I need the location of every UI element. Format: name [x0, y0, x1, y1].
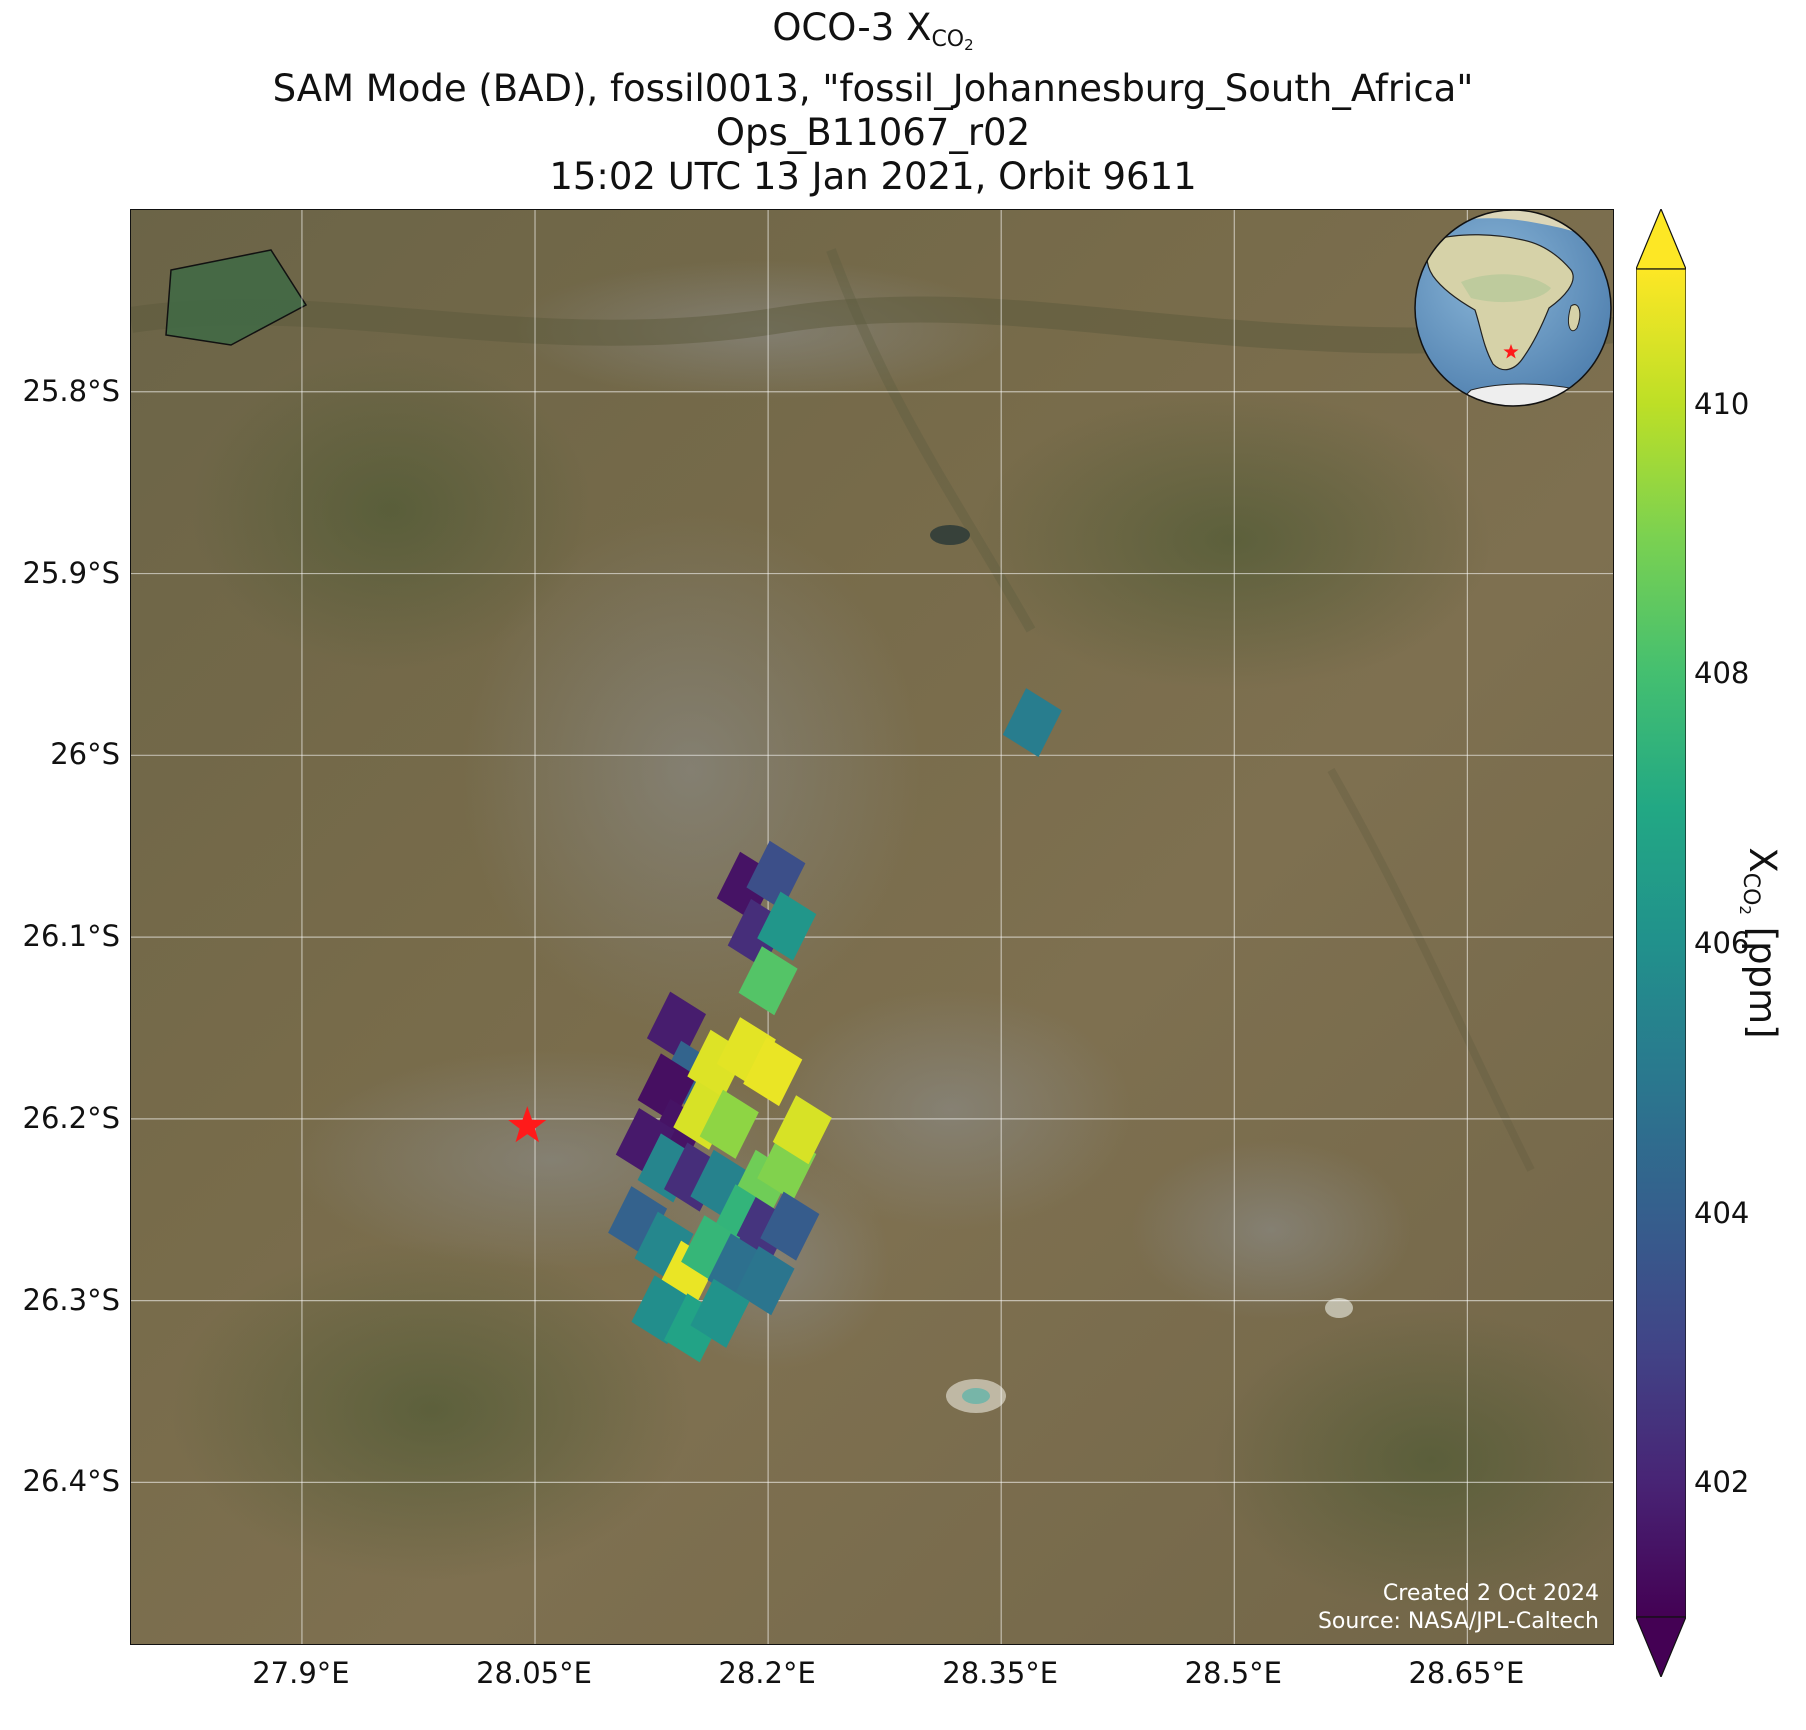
colorbar-tick-label: 408: [1694, 656, 1750, 691]
y-tick-label: 26.4°S: [22, 1464, 120, 1499]
figure-title: OCO-3 XCO2 SAM Mode (BAD), fossil0013, "…: [130, 6, 1616, 199]
y-tick-label: 26°S: [50, 737, 120, 772]
sounding-footprint: [746, 840, 806, 910]
colorbar-gradient: [1636, 268, 1686, 1618]
x-tick-label: 27.9°E: [252, 1656, 350, 1690]
y-tick-label: 26.2°S: [22, 1100, 120, 1135]
x-tick-label: 28.5°E: [1184, 1656, 1282, 1690]
sounding-footprint: [637, 1053, 697, 1123]
x-tick-label: 28.65°E: [1408, 1656, 1525, 1690]
target-marker: [508, 1106, 547, 1143]
credits: Created 2 Oct 2024 Source: NASA/JPL-Calt…: [1318, 1580, 1599, 1636]
terrain-texture: [131, 248, 1613, 1610]
sounding-footprint: [738, 946, 798, 1016]
sounding-footprint: [735, 1246, 795, 1316]
globe-africa: [1426, 234, 1574, 371]
globe-madagascar: [1568, 304, 1581, 332]
globe-star-icon: [1503, 344, 1519, 359]
colorbar-label: XCO2 [ppm]: [1736, 847, 1784, 1039]
sounding-footprint: [772, 1095, 832, 1165]
graticule: [131, 210, 1613, 1644]
sounding-footprint: [646, 991, 706, 1061]
sounding-footprint: [699, 1089, 759, 1159]
lake-hartbeespoort: [166, 250, 306, 345]
sounding-footprint: [757, 891, 817, 961]
sounding-footprint: [760, 1191, 820, 1261]
target-star-icon: [508, 1106, 547, 1143]
map-canvas[interactable]: [131, 210, 1614, 1645]
title-line-2: SAM Mode (BAD), fossil0013, "fossil_Joha…: [272, 67, 1474, 110]
sounding-footprint: [1002, 688, 1062, 758]
y-tick-label: 26.1°S: [22, 919, 120, 954]
sounding-footprint: [690, 1278, 750, 1348]
x-tick-label: 28.35°E: [942, 1656, 1059, 1690]
sounding-footprint: [743, 1037, 803, 1107]
colorbar-tick-label: 406: [1694, 926, 1750, 960]
x-tick-label: 28.05°E: [476, 1656, 592, 1690]
y-tick-label: 25.8°S: [22, 373, 120, 408]
title-line-3: Ops_B11067_r02: [715, 111, 1031, 154]
colorbar-tick-label: 404: [1694, 1195, 1750, 1230]
colorbar: [1636, 209, 1686, 1677]
map-panel[interactable]: Created 2 Oct 2024 Source: NASA/JPL-Calt…: [130, 209, 1614, 1645]
title-line-1: OCO-3 XCO2: [772, 6, 974, 54]
data-source: Source: NASA/JPL-Caltech: [1317, 1609, 1599, 1634]
y-tick-label: 26.3°S: [22, 1282, 120, 1317]
created-date: Created 2 Oct 2024: [1382, 1581, 1599, 1606]
x-tick-label: 28.2°E: [718, 1656, 816, 1690]
xco2-soundings: [608, 688, 1062, 1363]
colorbar-extend-min: [1636, 1616, 1686, 1677]
title-line-4: 15:02 UTC 13 Jan 2021, Orbit 9611: [549, 155, 1197, 198]
inset-globe: [1414, 210, 1612, 407]
y-tick-label: 25.9°S: [22, 555, 120, 590]
colorbar-extend-max: [1636, 209, 1686, 270]
colorbar-tick-label: 402: [1694, 1465, 1750, 1500]
colorbar-tick-label: 410: [1694, 386, 1750, 421]
